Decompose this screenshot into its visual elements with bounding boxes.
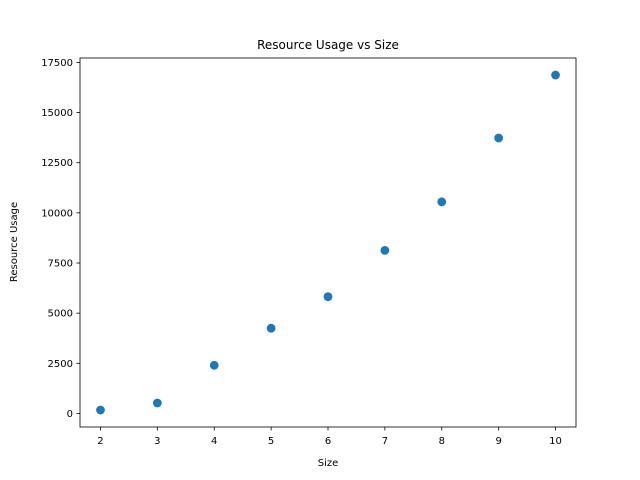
x-tick-label: 5 (268, 436, 274, 447)
data-point (380, 245, 390, 255)
x-tick-label: 4 (211, 436, 217, 447)
plot-area-background (80, 58, 576, 427)
y-tick-label: 10000 (41, 208, 73, 219)
y-tick-label: 17500 (41, 58, 73, 69)
chart-title: Resource Usage vs Size (257, 38, 399, 52)
y-tick-label: 15000 (41, 108, 73, 119)
data-points (96, 70, 560, 415)
plot-frame (79, 57, 577, 428)
data-point (494, 133, 504, 143)
x-tick-label: 8 (439, 436, 445, 447)
y-tick-label: 0 (67, 409, 73, 420)
data-point (96, 405, 105, 415)
y-tick-label: 12500 (41, 158, 73, 169)
x-tick-label: 3 (154, 436, 160, 447)
x-tick-label: 2 (97, 436, 103, 447)
x-tick-label: 6 (325, 436, 331, 447)
y-tick-label: 5000 (48, 309, 73, 320)
data-point (551, 70, 560, 80)
x-tick-label: 9 (495, 436, 501, 447)
data-point (437, 197, 447, 207)
y-tick-label: 7500 (48, 259, 73, 270)
y-axis-label: Resource Usage (9, 202, 20, 282)
data-point (323, 292, 333, 302)
y-tick-label: 2500 (48, 359, 73, 370)
x-axis-label: Size (318, 458, 339, 469)
y-axis-ticks: 0 2500 5000 7500 10000 12500 15000 17500 (41, 58, 80, 420)
x-tick-label: 7 (382, 436, 388, 447)
data-point (152, 398, 162, 408)
x-axis-ticks: 2 3 4 5 6 7 8 9 10 (97, 427, 562, 447)
data-point (266, 323, 276, 333)
x-tick-label: 10 (549, 436, 562, 447)
data-point (209, 360, 219, 370)
